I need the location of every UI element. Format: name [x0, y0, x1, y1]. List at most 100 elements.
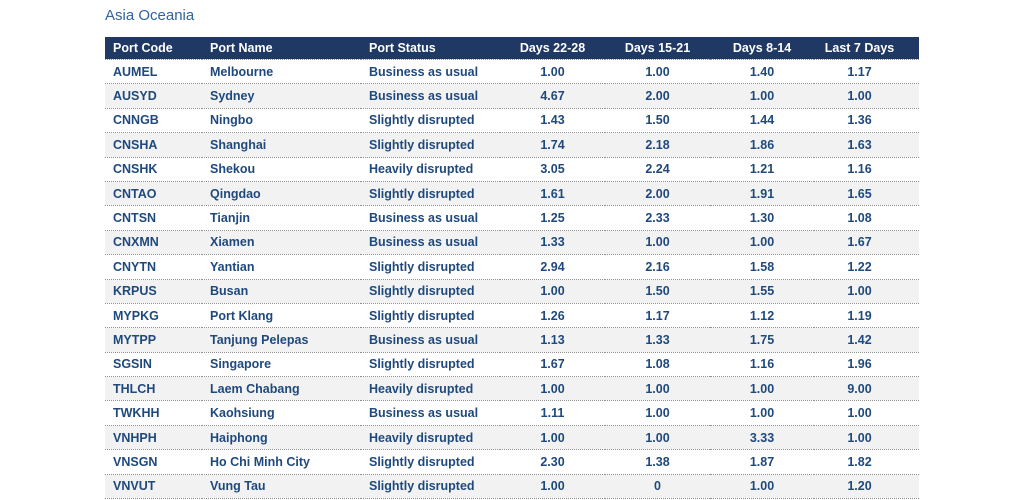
days-8-14-cell: 1.55 [710, 279, 814, 304]
port-status-cell: Slightly disrupted [361, 109, 500, 134]
days-8-14-cell: 1.44 [710, 109, 814, 134]
days-15-21-cell: 1.08 [605, 353, 710, 378]
table-row: THLCH Laem Chabang Heavily disrupted 1.00 1.… [105, 377, 919, 402]
days-22-28-cell: 1.00 [500, 279, 605, 304]
port-status-cell: Heavily disrupted [361, 377, 500, 402]
port-status-cell: Slightly disrupted [361, 255, 500, 280]
port-status-cell: Business as usual [361, 60, 500, 85]
table-row: VNSGN Ho Chi Minh City Slightly disrupted 2… [105, 450, 919, 475]
page-title: Asia Oceania [105, 7, 195, 24]
days-8-14-cell: 1.12 [710, 304, 814, 329]
days-22-28-cell: 4.67 [500, 84, 605, 109]
port-name-cell: Tanjung Pelepas [202, 328, 361, 353]
table-row: CNTSN Tianjin Business as usual 1.25 2.33 1.3… [105, 206, 919, 231]
asia-oceania-report-section: Asia Oceania Port Code Port Name Port Stat… [105, 6, 919, 500]
days-15-21-cell: 1.33 [605, 328, 710, 353]
column-header-port-code: Port Code [105, 37, 202, 60]
table-header: Port Code Port Name Port Status Days 22-28 D… [105, 37, 919, 60]
last-7-days-cell: 1.19 [814, 304, 919, 329]
table-row: TWKHH Kaohsiung Business as usual 1.11 1.00 1… [105, 401, 919, 426]
port-name-cell: Xiamen [202, 230, 361, 256]
port-name-cell: Shanghai [202, 133, 361, 158]
days-8-14-cell: 3.33 [710, 425, 814, 451]
port-code-cell: AUMEL [105, 60, 202, 85]
table-row: CNXMN Xiamen Business as usual 1.33 1.00 1.00… [105, 230, 919, 256]
column-header-days-8-14: Days 8-14 [710, 37, 814, 60]
days-15-21-cell: 1.17 [605, 304, 710, 329]
last-7-days-cell: 1.63 [814, 133, 919, 158]
table-row: CNSHA Shanghai Slightly disrupted 1.74 2.18 1… [105, 133, 919, 158]
days-15-21-cell: 2.33 [605, 206, 710, 231]
days-15-21-cell: 1.38 [605, 450, 710, 475]
last-7-days-cell: 1.20 [814, 474, 919, 500]
days-15-21-cell: 1.00 [605, 230, 710, 256]
table-row: AUMEL Melbourne Business as usual 1.00 1.00 1… [105, 60, 919, 85]
days-15-21-cell: 1.50 [605, 109, 710, 134]
last-7-days-cell: 1.17 [814, 60, 919, 85]
days-8-14-cell: 1.16 [710, 353, 814, 378]
port-status-cell: Slightly disrupted [361, 474, 500, 500]
last-7-days-cell: 1.00 [814, 401, 919, 426]
days-22-28-cell: 1.74 [500, 133, 605, 158]
column-header-days-15-21: Days 15-21 [605, 37, 710, 60]
port-name-cell: Ningbo [202, 109, 361, 134]
days-15-21-cell: 1.00 [605, 401, 710, 426]
port-code-cell: VNHPH [105, 425, 202, 451]
column-header-last-7-days: Last 7 Days [814, 37, 919, 60]
port-code-cell: THLCH [105, 377, 202, 402]
table-row: MYTPP Tanjung Pelepas Business as usual 1.1… [105, 328, 919, 353]
days-22-28-cell: 2.94 [500, 255, 605, 280]
table-row: AUSYD Sydney Business as usual 4.67 2.00 1.00… [105, 84, 919, 109]
port-name-cell: Singapore [202, 353, 361, 378]
last-7-days-cell: 1.00 [814, 425, 919, 451]
column-header-port-status: Port Status [361, 37, 500, 60]
days-22-28-cell: 3.05 [500, 158, 605, 182]
last-7-days-cell: 1.00 [814, 279, 919, 304]
days-8-14-cell: 1.30 [710, 206, 814, 231]
last-7-days-cell: 1.22 [814, 255, 919, 280]
days-15-21-cell: 0 [605, 474, 710, 500]
port-name-cell: Shekou [202, 158, 361, 182]
port-name-cell: Sydney [202, 84, 361, 109]
port-code-cell: CNNGB [105, 109, 202, 134]
days-15-21-cell: 2.18 [605, 133, 710, 158]
last-7-days-cell: 1.96 [814, 353, 919, 378]
last-7-days-cell: 1.36 [814, 109, 919, 134]
last-7-days-cell: 1.82 [814, 450, 919, 475]
days-22-28-cell: 1.67 [500, 353, 605, 378]
days-22-28-cell: 1.00 [500, 60, 605, 85]
port-code-cell: TWKHH [105, 401, 202, 426]
days-8-14-cell: 1.00 [710, 230, 814, 256]
port-status-table: Port Code Port Name Port Status Days 22-28 D… [105, 37, 919, 500]
days-8-14-cell: 1.00 [710, 401, 814, 426]
port-status-cell: Slightly disrupted [361, 450, 500, 475]
port-name-cell: Haiphong [202, 425, 361, 451]
table-row: SGSIN Singapore Slightly disrupted 1.67 1.08… [105, 353, 919, 378]
port-code-cell: MYTPP [105, 328, 202, 353]
port-name-cell: Busan [202, 279, 361, 304]
days-22-28-cell: 1.11 [500, 401, 605, 426]
days-22-28-cell: 1.61 [500, 181, 605, 207]
days-22-28-cell: 1.33 [500, 230, 605, 256]
days-8-14-cell: 1.00 [710, 377, 814, 402]
port-code-cell: KRPUS [105, 279, 202, 304]
days-22-28-cell: 1.00 [500, 474, 605, 500]
table-row: CNNGB Ningbo Slightly disrupted 1.43 1.50 1.4… [105, 109, 919, 134]
port-name-cell: Laem Chabang [202, 377, 361, 402]
port-code-cell: CNTAO [105, 181, 202, 207]
port-code-cell: AUSYD [105, 84, 202, 109]
port-status-cell: Slightly disrupted [361, 279, 500, 304]
days-15-21-cell: 1.50 [605, 279, 710, 304]
days-15-21-cell: 1.00 [605, 425, 710, 451]
days-8-14-cell: 1.40 [710, 60, 814, 85]
port-name-cell: Qingdao [202, 181, 361, 207]
days-22-28-cell: 1.00 [500, 425, 605, 451]
days-22-28-cell: 1.13 [500, 328, 605, 353]
days-22-28-cell: 1.43 [500, 109, 605, 134]
port-status-cell: Business as usual [361, 84, 500, 109]
days-15-21-cell: 2.00 [605, 84, 710, 109]
days-8-14-cell: 1.00 [710, 84, 814, 109]
last-7-days-cell: 1.08 [814, 206, 919, 231]
port-code-cell: CNYTN [105, 255, 202, 280]
days-15-21-cell: 2.16 [605, 255, 710, 280]
